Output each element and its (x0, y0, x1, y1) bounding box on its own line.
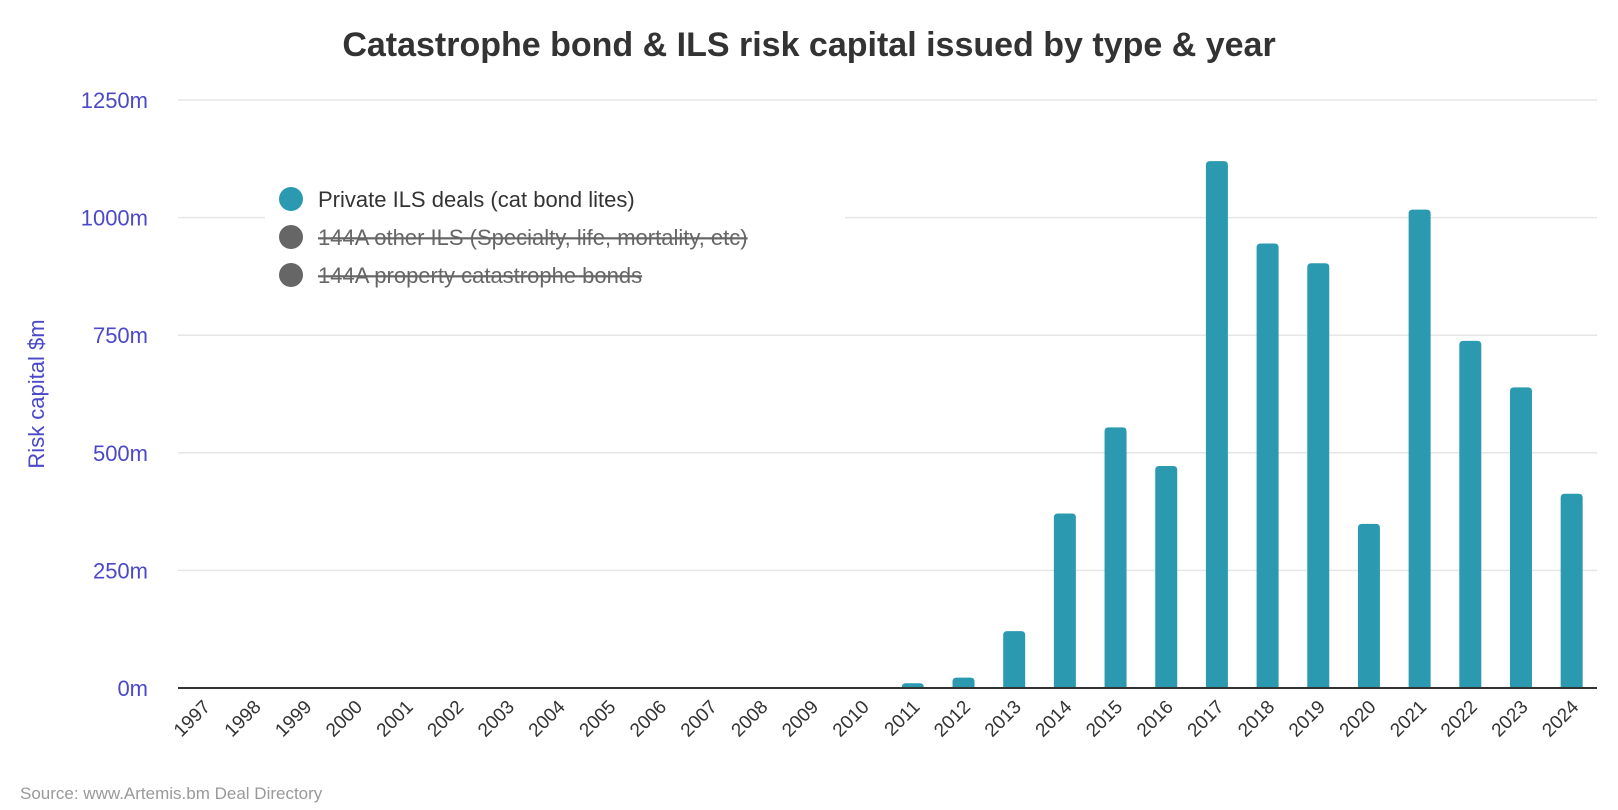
legend-marker-icon (279, 187, 303, 211)
legend: Private ILS deals (cat bond lites) 144A o… (279, 187, 748, 288)
legend-item[interactable]: Private ILS deals (cat bond lites) (279, 187, 635, 212)
x-tick-label: 2001 (373, 697, 418, 742)
x-tick-label: 2000 (322, 697, 367, 742)
x-tick-label: 2015 (1082, 697, 1127, 742)
x-tick-label: 2009 (778, 697, 823, 742)
y-tick-label: 1000m (81, 206, 148, 231)
x-tick-label: 2019 (1285, 697, 1330, 742)
legend-item[interactable]: 144A property catastrophe bonds (279, 263, 642, 288)
y-axis-ticks: 0m 250m 500m 750m 1000m 1250m (81, 88, 148, 701)
x-tick-label: 2024 (1538, 696, 1583, 741)
bar-2014[interactable] (1053, 513, 1076, 688)
y-tick-label: 1250m (81, 88, 148, 113)
x-tick-label: 2004 (525, 696, 570, 741)
x-tick-label: 2018 (1234, 697, 1279, 742)
bar-2022[interactable] (1459, 340, 1482, 688)
legend-marker-icon (279, 225, 303, 249)
x-tick-label: 2014 (1032, 696, 1077, 741)
x-tick-label: 2020 (1336, 697, 1381, 742)
bar-2016[interactable] (1155, 465, 1178, 688)
x-tick-label: 2003 (474, 697, 519, 742)
y-tick-label: 250m (93, 558, 148, 583)
x-tick-label: 2007 (677, 697, 722, 742)
bar-2011[interactable] (901, 683, 924, 688)
bar-2013[interactable] (1003, 631, 1026, 688)
bar-2019[interactable] (1307, 263, 1330, 688)
x-tick-label: 2013 (981, 697, 1026, 742)
legend-label: 144A other ILS (Specialty, life, mortali… (318, 225, 748, 250)
x-tick-label: 2022 (1437, 697, 1482, 742)
x-tick-label: 2012 (930, 697, 975, 742)
source-credit: Source: www.Artemis.bm Deal Directory (20, 784, 323, 803)
bar-2017[interactable] (1205, 161, 1228, 689)
y-axis-label: Risk capital $m (24, 319, 49, 468)
legend-label: Private ILS deals (cat bond lites) (318, 187, 635, 212)
x-tick-label: 2010 (829, 697, 874, 742)
x-tick-label: 1997 (170, 697, 215, 742)
x-tick-label: 1999 (271, 697, 316, 742)
x-tick-label: 2008 (728, 697, 773, 742)
legend-label: 144A property catastrophe bonds (318, 263, 642, 288)
x-tick-label: 2006 (626, 697, 671, 742)
y-tick-label: 500m (93, 441, 148, 466)
x-tick-label: 2016 (1133, 697, 1178, 742)
x-tick-label: 2021 (1386, 697, 1431, 742)
legend-background (265, 170, 845, 300)
bar-2020[interactable] (1357, 523, 1380, 688)
bar-2021[interactable] (1408, 209, 1431, 688)
bar-2018[interactable] (1256, 243, 1279, 689)
bar-2015[interactable] (1104, 427, 1127, 688)
x-tick-label: 1998 (221, 697, 266, 742)
x-tick-label: 2005 (576, 697, 621, 742)
x-tick-label: 2011 (881, 697, 925, 741)
chart-title: Catastrophe bond & ILS risk capital issu… (342, 26, 1275, 64)
bars (901, 161, 1583, 689)
y-tick-label: 750m (93, 323, 148, 348)
x-tick-label: 2017 (1184, 697, 1229, 742)
x-axis-ticks: 1997 1998 1999 2000 2001 2002 2003 2004 2005 2006… (170, 696, 1583, 741)
legend-item[interactable]: 144A other ILS (Specialty, life, mortali… (279, 225, 748, 250)
legend-marker-icon (279, 263, 303, 287)
bar-2023[interactable] (1509, 387, 1532, 688)
x-tick-label: 2023 (1488, 697, 1533, 742)
y-tick-label: 0m (117, 676, 148, 701)
bar-2024[interactable] (1560, 493, 1583, 688)
bar-2012[interactable] (952, 677, 975, 688)
x-tick-label: 2002 (424, 697, 469, 742)
